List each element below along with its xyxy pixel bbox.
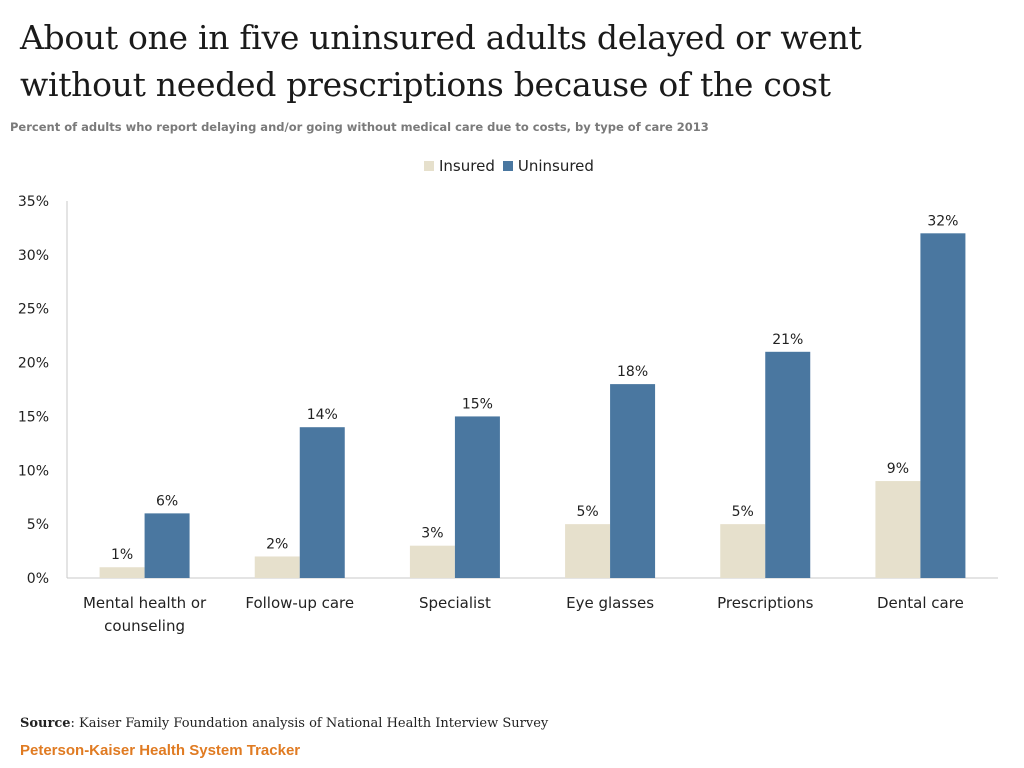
bar-insured	[99, 567, 145, 578]
bar-insured	[720, 524, 766, 578]
bar-uninsured	[454, 416, 500, 578]
legend-item-insured: Insured	[424, 157, 495, 175]
y-tick-label: 20%	[18, 356, 49, 372]
data-label-uninsured: 6%	[156, 493, 178, 509]
x-tick-label: Follow-up care	[245, 594, 354, 612]
data-label-insured: 5%	[732, 504, 754, 520]
data-label-insured: 5%	[576, 504, 598, 520]
bar-uninsured	[610, 384, 656, 578]
bar-uninsured	[920, 233, 966, 579]
bar-insured	[409, 545, 455, 578]
x-tick-label: Specialist	[419, 594, 491, 612]
bar-insured	[254, 556, 300, 578]
source-note: Source: Kaiser Family Foundation analysi…	[20, 716, 548, 731]
chart-subtitle: Percent of adults who report delaying an…	[10, 120, 709, 134]
legend: Insured Uninsured	[424, 157, 602, 175]
chart-title-line-1: About one in five uninsured adults delay…	[20, 18, 862, 57]
legend-label-insured: Insured	[439, 157, 495, 175]
bar-uninsured	[299, 427, 345, 578]
y-tick-label: 30%	[18, 248, 49, 264]
bar-uninsured	[765, 351, 811, 578]
legend-label-uninsured: Uninsured	[517, 157, 594, 175]
y-tick-label: 15%	[18, 409, 49, 425]
y-tick-label: 25%	[18, 302, 49, 318]
data-label-insured: 9%	[887, 461, 909, 477]
y-tick-label: 0%	[27, 571, 49, 587]
source-text: : Kaiser Family Foundation analysis of N…	[70, 716, 549, 731]
legend-item-uninsured: Uninsured	[502, 157, 594, 175]
y-tick-label: 10%	[18, 463, 49, 479]
data-label-uninsured: 18%	[617, 364, 648, 380]
data-label-uninsured: 32%	[927, 213, 958, 229]
bar-insured	[875, 481, 921, 578]
y-tick-label: 35%	[18, 194, 49, 210]
x-tick-label: Dental care	[877, 594, 964, 612]
x-tick-label: Mental health or	[83, 594, 207, 612]
data-label-insured: 3%	[421, 526, 443, 542]
data-label-uninsured: 15%	[462, 396, 493, 412]
bar-insured	[565, 524, 611, 578]
chart-title: About one in five uninsured adults delay…	[20, 14, 1000, 108]
x-tick-label: counseling	[104, 617, 185, 635]
chart-title-line-2: without needed prescriptions because of …	[20, 65, 831, 104]
x-tick-label: Eye glasses	[566, 594, 654, 612]
data-label-insured: 1%	[111, 547, 133, 563]
legend-swatch-uninsured	[502, 161, 513, 171]
data-label-uninsured: 21%	[772, 332, 803, 348]
x-tick-label: Prescriptions	[717, 594, 813, 612]
legend-swatch-insured	[424, 161, 434, 171]
brand-footer: Peterson-Kaiser Health System Tracker	[20, 742, 301, 759]
source-label: Source	[20, 716, 71, 731]
bar-uninsured	[144, 513, 190, 578]
data-label-insured: 2%	[266, 536, 288, 552]
y-tick-label: 5%	[27, 517, 49, 533]
data-label-uninsured: 14%	[307, 407, 338, 423]
